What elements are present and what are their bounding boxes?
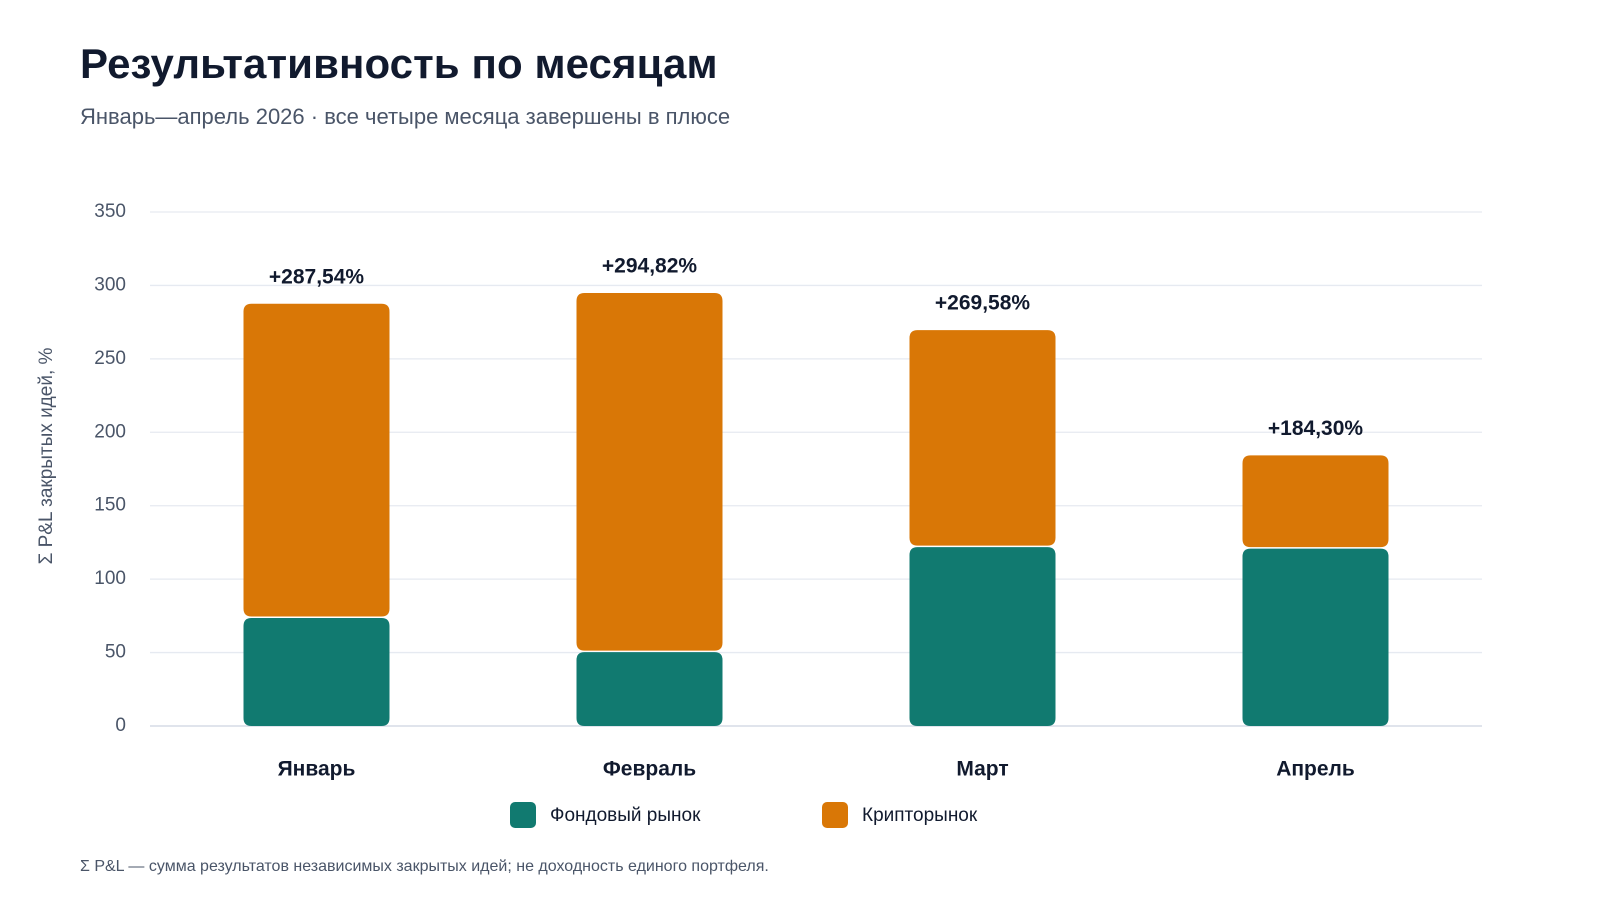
y-tick-label: 100 <box>94 568 126 589</box>
bar-segment-crypto <box>243 303 390 617</box>
x-category-label: Январь <box>278 758 356 781</box>
y-tick-label: 200 <box>94 421 126 442</box>
y-tick-label: 250 <box>94 348 126 369</box>
total-label: +269,58% <box>935 292 1030 315</box>
bar-segment-crypto <box>576 293 723 651</box>
total-labels: +287,54% +294,82% +269,58% +184,30% <box>269 255 1363 440</box>
y-tick-label: 350 <box>94 201 126 222</box>
x-axis-categories: Январь Февраль Март Апрель <box>278 758 1355 781</box>
y-tick-label: 50 <box>105 642 126 663</box>
bar-segment-stock <box>909 547 1056 726</box>
x-category-label: Март <box>956 758 1008 781</box>
chart-title: Результативность по месяцам <box>80 40 718 87</box>
legend-swatch <box>822 802 848 828</box>
legend-label: Фондовый рынок <box>550 805 701 826</box>
bars <box>243 293 1389 726</box>
legend: Фондовый рынок Крипторынок <box>510 802 978 828</box>
total-label: +184,30% <box>1268 417 1363 440</box>
total-label: +294,82% <box>602 255 697 278</box>
bar-segment-stock <box>243 618 390 726</box>
x-category-label: Февраль <box>603 758 696 781</box>
y-tick-label: 150 <box>94 495 126 516</box>
chart-subtitle: Январь—апрель 2026 · все четыре месяца з… <box>80 104 731 129</box>
y-axis-label: Σ P&L закрытых идей, % <box>36 347 57 564</box>
bar-segment-stock <box>1242 548 1389 726</box>
bar-segment-stock <box>576 652 723 726</box>
legend-label: Крипторынок <box>862 805 978 826</box>
y-tick-label: 300 <box>94 274 126 295</box>
bar-segment-crypto <box>909 330 1056 546</box>
bar-segment-crypto <box>1242 455 1389 548</box>
footnote: Σ P&L — сумма результатов независимых за… <box>80 858 769 875</box>
total-label: +287,54% <box>269 265 364 288</box>
x-category-label: Апрель <box>1276 758 1355 781</box>
y-axis-ticks: 0 50 100 150 200 250 300 350 <box>94 201 126 736</box>
y-tick-label: 0 <box>115 715 126 736</box>
legend-swatch <box>510 802 536 828</box>
